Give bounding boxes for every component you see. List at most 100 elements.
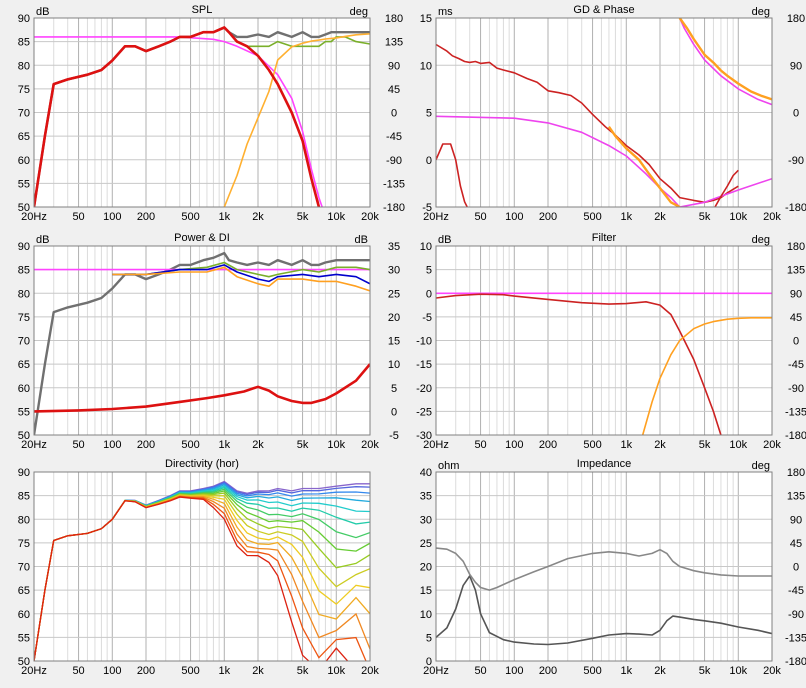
left-tick-label: -25	[416, 406, 432, 418]
x-tick-label: 200	[137, 211, 155, 223]
x-tick-label: 500	[583, 211, 601, 223]
x-tick-label: 100	[505, 439, 523, 451]
x-tick-label: 20Hz	[423, 211, 449, 223]
x-tick-label: 1k	[620, 439, 632, 451]
left-tick-label: 75	[18, 538, 30, 550]
left-tick-label: 65	[18, 585, 30, 597]
left-tick-label: 70	[18, 108, 30, 120]
x-tick-label: 100	[103, 439, 121, 451]
x-tick-label: 200	[539, 665, 557, 677]
right-tick-label: 90	[790, 514, 802, 526]
left-axis-unit: dB	[438, 234, 451, 246]
right-tick-label: -180	[785, 202, 806, 214]
left-tick-label: 55	[18, 178, 30, 190]
right-tick-label: 180	[787, 467, 805, 479]
x-tick-label: 500	[181, 211, 199, 223]
left-axis-unit: ms	[438, 6, 453, 18]
x-tick-label: 50	[72, 211, 84, 223]
left-tick-label: 30	[420, 514, 432, 526]
left-tick-label: 5	[426, 632, 432, 644]
right-tick-label: 10	[388, 359, 400, 371]
x-tick-label: 200	[137, 665, 155, 677]
x-tick-label: 20k	[763, 211, 781, 223]
right-axis-unit: dB	[355, 234, 368, 246]
left-tick-label: -5	[422, 202, 432, 214]
left-tick-label: -20	[416, 383, 432, 395]
left-tick-label: 10	[420, 609, 432, 621]
series-line-4	[34, 26, 321, 207]
right-tick-label: 45	[388, 84, 400, 96]
x-tick-label: 5k	[297, 439, 309, 451]
x-tick-label: 20Hz	[423, 439, 449, 451]
x-tick-label: 1k	[218, 665, 230, 677]
left-tick-label: 25	[420, 538, 432, 550]
left-tick-label: 55	[18, 406, 30, 418]
right-tick-label: 135	[787, 491, 805, 503]
left-tick-label: 50	[18, 202, 30, 214]
left-tick-label: 90	[18, 241, 30, 253]
right-tick-label: 0	[391, 406, 397, 418]
right-axis-unit: deg	[752, 234, 770, 246]
chart-filter: -30 -25 -20 -15 -10 -5 0 5 10 -180 -135 -90 -45 0 45 90…	[416, 232, 806, 451]
left-tick-label: 65	[18, 359, 30, 371]
x-tick-label: 2k	[654, 665, 666, 677]
x-tick-label: 50	[474, 665, 486, 677]
x-tick-label: 2k	[654, 439, 666, 451]
x-tick-label: 200	[539, 211, 557, 223]
plot-border	[33, 471, 371, 662]
right-tick-label: -45	[788, 359, 804, 371]
x-tick-label: 1k	[620, 211, 632, 223]
plot-border	[435, 17, 773, 208]
chart-gd-phase: -5 0 5 10 15 -180 -90 0 90 180 deg 20Hz 50 100 200 500 1…	[420, 4, 806, 223]
x-tick-label: 10k	[327, 665, 345, 677]
left-tick-label: -15	[416, 359, 432, 371]
plot-border	[435, 245, 773, 436]
x-tick-label: 1k	[218, 211, 230, 223]
right-tick-label: 90	[388, 60, 400, 72]
right-tick-label: 45	[790, 312, 802, 324]
right-tick-label: 90	[790, 288, 802, 300]
x-tick-label: 50	[72, 439, 84, 451]
right-tick-label: 90	[790, 60, 802, 72]
right-tick-label: -180	[383, 202, 405, 214]
right-tick-label: -45	[788, 585, 804, 597]
left-tick-label: -5	[422, 312, 432, 324]
x-tick-label: 2k	[252, 665, 264, 677]
x-tick-label: 10k	[729, 211, 747, 223]
left-tick-label: 60	[18, 383, 30, 395]
series-group	[436, 547, 772, 646]
right-tick-label: -45	[386, 131, 402, 143]
plot-border	[435, 471, 773, 662]
left-tick-label: 50	[18, 656, 30, 668]
left-axis-unit: ohm	[438, 460, 459, 472]
series-line-1	[436, 547, 772, 591]
series-line-1	[436, 293, 722, 435]
x-tick-label: 100	[505, 211, 523, 223]
right-tick-label: -90	[788, 609, 804, 621]
right-tick-label: 0	[391, 108, 397, 120]
series-line-5	[678, 18, 772, 101]
series-line-3	[112, 264, 370, 285]
x-tick-label: 1k	[620, 665, 632, 677]
left-tick-label: 55	[18, 632, 30, 644]
chart-title: Directivity (hor)	[165, 458, 239, 470]
right-tick-label: 35	[388, 241, 400, 253]
left-tick-label: 80	[18, 514, 30, 526]
left-tick-label: 80	[18, 60, 30, 72]
chart-title: Impedance	[577, 458, 631, 470]
series-line-0	[436, 43, 739, 204]
left-tick-label: 35	[420, 491, 432, 503]
chart-power-di: 50 55 60 65 70 75 80 85 90 -5 0 5 10 15 20 25 30 35 dB 20Hz…	[18, 232, 400, 451]
right-tick-label: -90	[788, 383, 804, 395]
x-tick-label: 1k	[218, 439, 230, 451]
x-tick-label: 20Hz	[423, 665, 449, 677]
right-tick-label: -135	[785, 632, 806, 644]
left-tick-label: 65	[18, 131, 30, 143]
left-tick-label: 0	[426, 288, 432, 300]
x-tick-label: 20Hz	[21, 439, 47, 451]
series-line-1	[436, 143, 468, 207]
series-line-6	[714, 169, 739, 207]
right-tick-label: 45	[790, 538, 802, 550]
series-group	[34, 251, 370, 435]
